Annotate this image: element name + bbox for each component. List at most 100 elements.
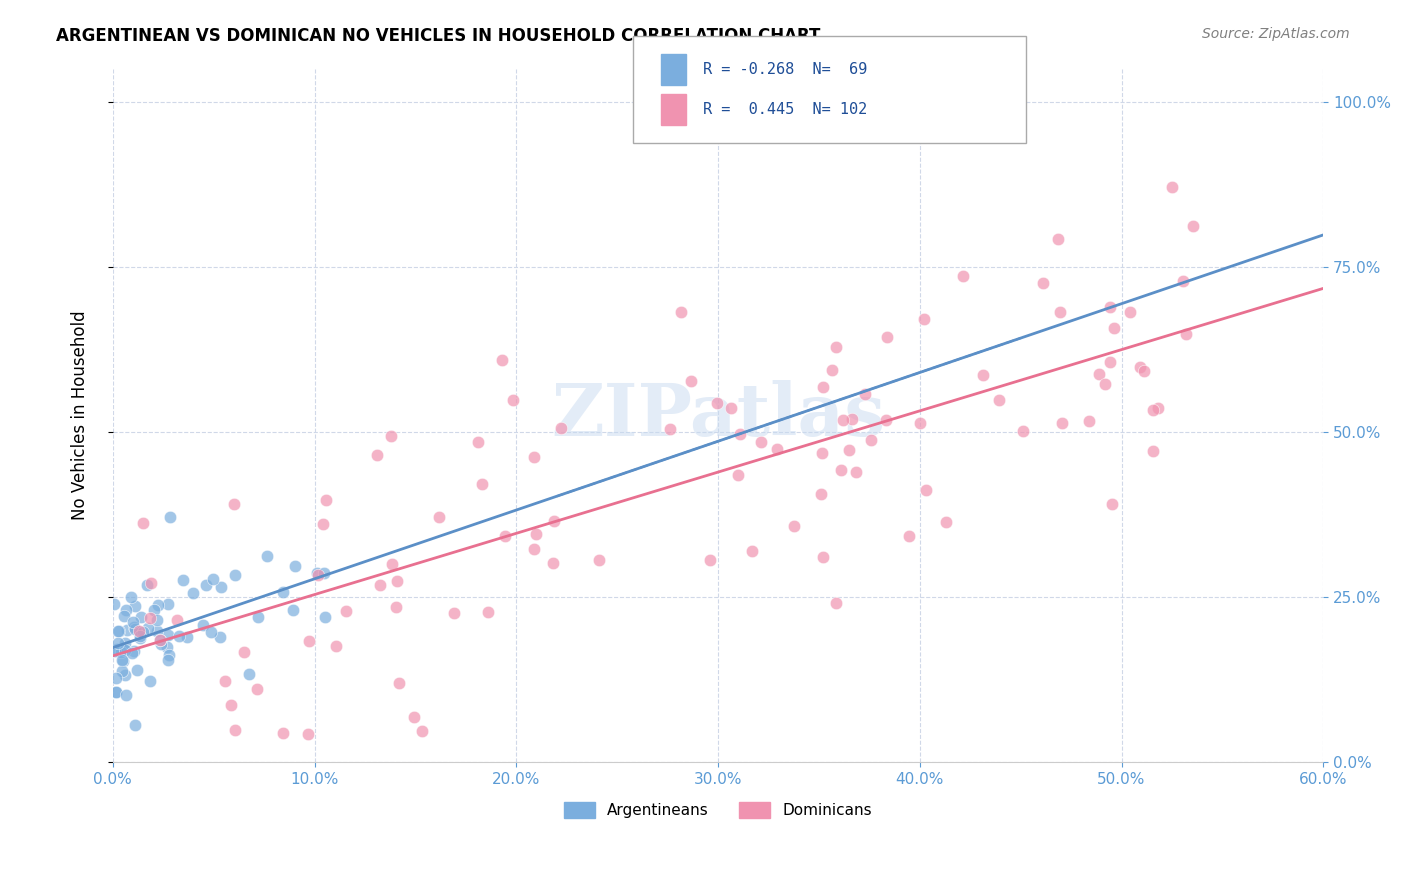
Point <box>112 654 135 668</box>
Point <box>128 629 150 643</box>
Point <box>246 682 269 697</box>
Point <box>368 578 391 592</box>
Point <box>1094 377 1116 392</box>
Point <box>166 613 188 627</box>
Point <box>679 374 702 388</box>
Point <box>811 380 834 394</box>
Point <box>467 434 489 449</box>
Point <box>110 645 132 659</box>
Text: Source: ZipAtlas.com: Source: ZipAtlas.com <box>1202 27 1350 41</box>
Point <box>845 465 868 479</box>
Point <box>523 541 546 556</box>
Point <box>172 573 194 587</box>
Point <box>1099 300 1122 314</box>
Point <box>128 624 150 638</box>
Point <box>121 615 143 630</box>
Point <box>782 519 804 533</box>
Point <box>875 412 897 426</box>
Point <box>860 434 883 448</box>
Point <box>145 624 167 639</box>
Point <box>104 685 127 699</box>
Point <box>1118 305 1140 319</box>
Legend: Argentineans, Dominicans: Argentineans, Dominicans <box>558 796 877 824</box>
Point <box>305 566 328 581</box>
Point <box>256 549 278 564</box>
Point <box>148 632 170 647</box>
Point <box>129 609 152 624</box>
Point <box>1099 355 1122 369</box>
Point <box>727 467 749 482</box>
Point <box>122 644 145 658</box>
Point <box>502 393 524 408</box>
Point <box>1142 403 1164 417</box>
Point <box>494 529 516 543</box>
Point <box>159 510 181 524</box>
Point <box>224 497 246 511</box>
Point <box>157 597 180 611</box>
Point <box>810 487 832 501</box>
Point <box>706 395 728 409</box>
Point <box>159 648 181 662</box>
Point <box>115 603 138 617</box>
Point <box>524 527 547 541</box>
Point <box>146 613 169 627</box>
Point <box>841 412 863 426</box>
Point <box>471 476 494 491</box>
Point <box>247 610 270 624</box>
Point <box>443 606 465 620</box>
Point <box>200 624 222 639</box>
Point <box>138 673 160 688</box>
Point <box>103 597 125 611</box>
Text: R =  0.445  N= 102: R = 0.445 N= 102 <box>703 103 868 117</box>
Point <box>1088 368 1111 382</box>
Point <box>132 516 155 530</box>
Point <box>115 688 138 702</box>
Point <box>811 550 834 565</box>
Point <box>1129 359 1152 374</box>
Point <box>314 610 336 624</box>
Point <box>335 605 357 619</box>
Point <box>125 663 148 677</box>
Point <box>765 442 787 457</box>
Point <box>832 413 855 427</box>
Point <box>477 605 499 619</box>
Point <box>271 725 294 739</box>
Point <box>112 640 135 655</box>
Point <box>550 420 572 434</box>
Point <box>107 624 129 638</box>
Point <box>838 443 860 458</box>
Point <box>1047 232 1070 246</box>
Point <box>157 628 180 642</box>
Point <box>325 639 347 653</box>
Point <box>307 567 329 582</box>
Point <box>143 603 166 617</box>
Point <box>1101 497 1123 511</box>
Point <box>208 630 231 644</box>
Point <box>176 631 198 645</box>
Point <box>699 553 721 567</box>
Point <box>124 622 146 636</box>
Point <box>821 363 844 377</box>
Point <box>124 599 146 613</box>
Point <box>658 422 681 436</box>
Point <box>271 584 294 599</box>
Point <box>224 723 246 738</box>
Point <box>1142 444 1164 458</box>
Point <box>284 559 307 574</box>
Point <box>728 427 751 442</box>
Point <box>224 568 246 582</box>
Point <box>876 330 898 344</box>
Point <box>987 393 1010 408</box>
Point <box>181 586 204 600</box>
Point <box>136 578 159 592</box>
Point <box>824 340 846 354</box>
Point <box>366 448 388 462</box>
Point <box>156 653 179 667</box>
Point <box>427 510 450 524</box>
Point <box>853 387 876 401</box>
Point <box>1012 424 1035 438</box>
Point <box>751 435 773 450</box>
Point <box>588 553 610 567</box>
Point <box>523 450 546 464</box>
Point <box>315 492 337 507</box>
